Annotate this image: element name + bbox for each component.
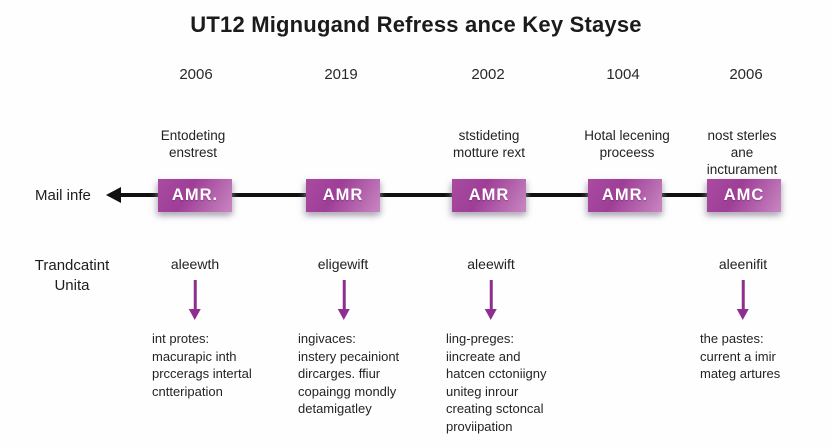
timeline-box-1: AMR. <box>158 179 232 212</box>
timeline-box-2: AMR <box>306 179 380 212</box>
down-arrow-icon-5 <box>741 280 745 310</box>
timeline-box-5: AMC <box>707 179 781 212</box>
stage-header-3: ststideting motture rext <box>452 128 526 160</box>
year-label-2: 2019 <box>324 66 358 83</box>
timeline-box-3: AMR <box>452 179 526 212</box>
keyword-label-1: aleewth <box>170 256 220 272</box>
keyword-label-2: eligewift <box>317 256 369 272</box>
down-arrow-icon-1 <box>193 280 197 310</box>
page-title: UT12 Mignugand Refress ance Key Stayse <box>190 12 642 37</box>
main-line-label: Mail infe <box>35 187 91 204</box>
stage-header-5: nost sterles ane incturament <box>706 128 778 177</box>
notes-block-1: int protes: macurapic inth prccerags int… <box>152 331 252 399</box>
down-arrow-icon-2 <box>342 280 346 310</box>
timeline-box-4: AMR. <box>588 179 662 212</box>
keyword-label-3: aleewift <box>467 256 515 272</box>
down-arrow-icon-3 <box>489 280 493 310</box>
left-arrowhead-icon <box>106 187 121 203</box>
notes-block-2: ingivaces: instery pecainiont dircarges.… <box>298 331 400 416</box>
year-label-1: 2006 <box>179 66 213 83</box>
row-label: Trandcatint Unita <box>34 257 110 294</box>
stage-header-4: Hotal lecening proceess <box>584 128 670 160</box>
keyword-label-5: aleenifit <box>718 256 768 272</box>
timeline-axis-line <box>118 193 781 197</box>
stage-header-1: Entodeting enstrest <box>160 128 226 160</box>
notes-block-5: the pastes: current a imir mateg artures <box>700 331 781 381</box>
year-label-4: 1004 <box>606 66 640 83</box>
notes-block-3: ling-preges: iincreate and hatcen cctoni… <box>446 331 547 434</box>
year-label-5: 2006 <box>729 66 763 83</box>
year-label-3: 2002 <box>471 66 505 83</box>
